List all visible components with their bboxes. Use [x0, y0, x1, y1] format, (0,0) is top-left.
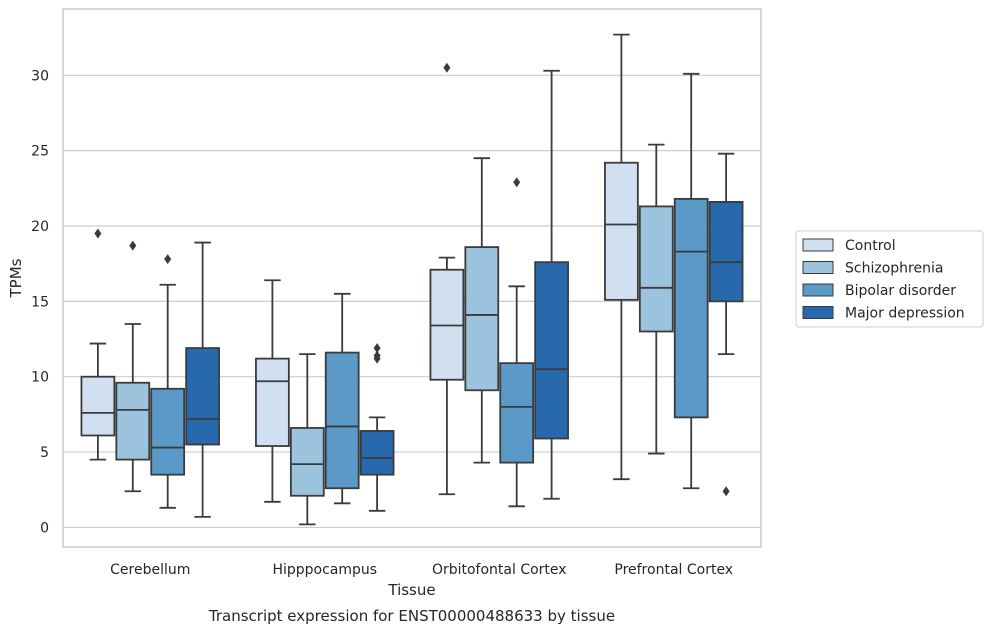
- outlier-point: [94, 228, 102, 239]
- legend-item-label: Bipolar disorder: [845, 283, 956, 299]
- box-iqr: [324, 351, 360, 490]
- y-tick-label: 5: [40, 445, 49, 461]
- legend-item-label: Major depression: [845, 306, 965, 322]
- x-tick-label: Hipppocampus: [272, 562, 377, 578]
- box-iqr: [673, 197, 709, 419]
- legend-swatch: [802, 306, 834, 319]
- outlier-point: [443, 62, 451, 73]
- legend: Control Schizophrenia Bipolar disorder Majo…: [795, 230, 984, 328]
- legend-swatch: [802, 261, 834, 274]
- legend-item-label: Control: [845, 238, 896, 254]
- y-tick-label: 0: [40, 520, 49, 536]
- box-iqr: [708, 200, 744, 303]
- x-axis-label: Tissue: [387, 581, 435, 599]
- x-tick-label: Cerebellum: [110, 562, 190, 578]
- box-iqr: [289, 427, 325, 497]
- box-iqr: [464, 246, 500, 392]
- box-group-cerebellum: [80, 228, 220, 518]
- y-tick-label: 30: [31, 68, 49, 84]
- outlier-point: [722, 486, 730, 497]
- y-tick-label: 15: [31, 294, 49, 310]
- legend-item-label: Schizophrenia: [845, 261, 943, 277]
- box-iqr: [150, 387, 186, 476]
- outlier-point: [373, 343, 381, 354]
- legend-swatch: [802, 283, 834, 297]
- box-groups: [80, 33, 744, 526]
- box-iqr: [359, 430, 395, 476]
- box-iqr: [185, 347, 220, 446]
- x-tick-label: Orbitofontal Cortex: [432, 562, 567, 578]
- outlier-point: [513, 177, 521, 188]
- y-tick-label: 10: [31, 370, 49, 386]
- chart-caption: Transcript expression for ENST0000048863…: [208, 607, 615, 625]
- box-group-prefrontal-cortex: [604, 33, 744, 497]
- outlier-point: [129, 240, 137, 251]
- y-tick-label: 25: [31, 144, 49, 160]
- y-axis-label: TPMs: [7, 258, 25, 298]
- box-iqr: [499, 362, 535, 464]
- x-tick-label: Prefrontal Cortex: [614, 562, 733, 578]
- y-tick-labels: 0 5 10 15 20 25 30: [31, 68, 49, 536]
- box-iqr: [638, 205, 674, 333]
- outlier-point: [373, 350, 381, 361]
- box-iqr: [115, 381, 151, 461]
- x-tick-labels: Cerebellum Hipppocampus Orbitofontal Corte…: [110, 562, 733, 578]
- box-group-hipppocampus: [255, 279, 395, 526]
- box-group-orbitofontal-cortex: [429, 62, 569, 508]
- legend-swatch: [802, 238, 834, 252]
- box-iqr: [604, 161, 639, 301]
- box-iqr: [255, 357, 290, 447]
- outlier-point: [164, 254, 172, 265]
- legend-frame: [795, 230, 984, 328]
- box-iqr: [534, 261, 569, 440]
- box-iqr: [80, 375, 116, 437]
- y-tick-label: 20: [31, 219, 49, 235]
